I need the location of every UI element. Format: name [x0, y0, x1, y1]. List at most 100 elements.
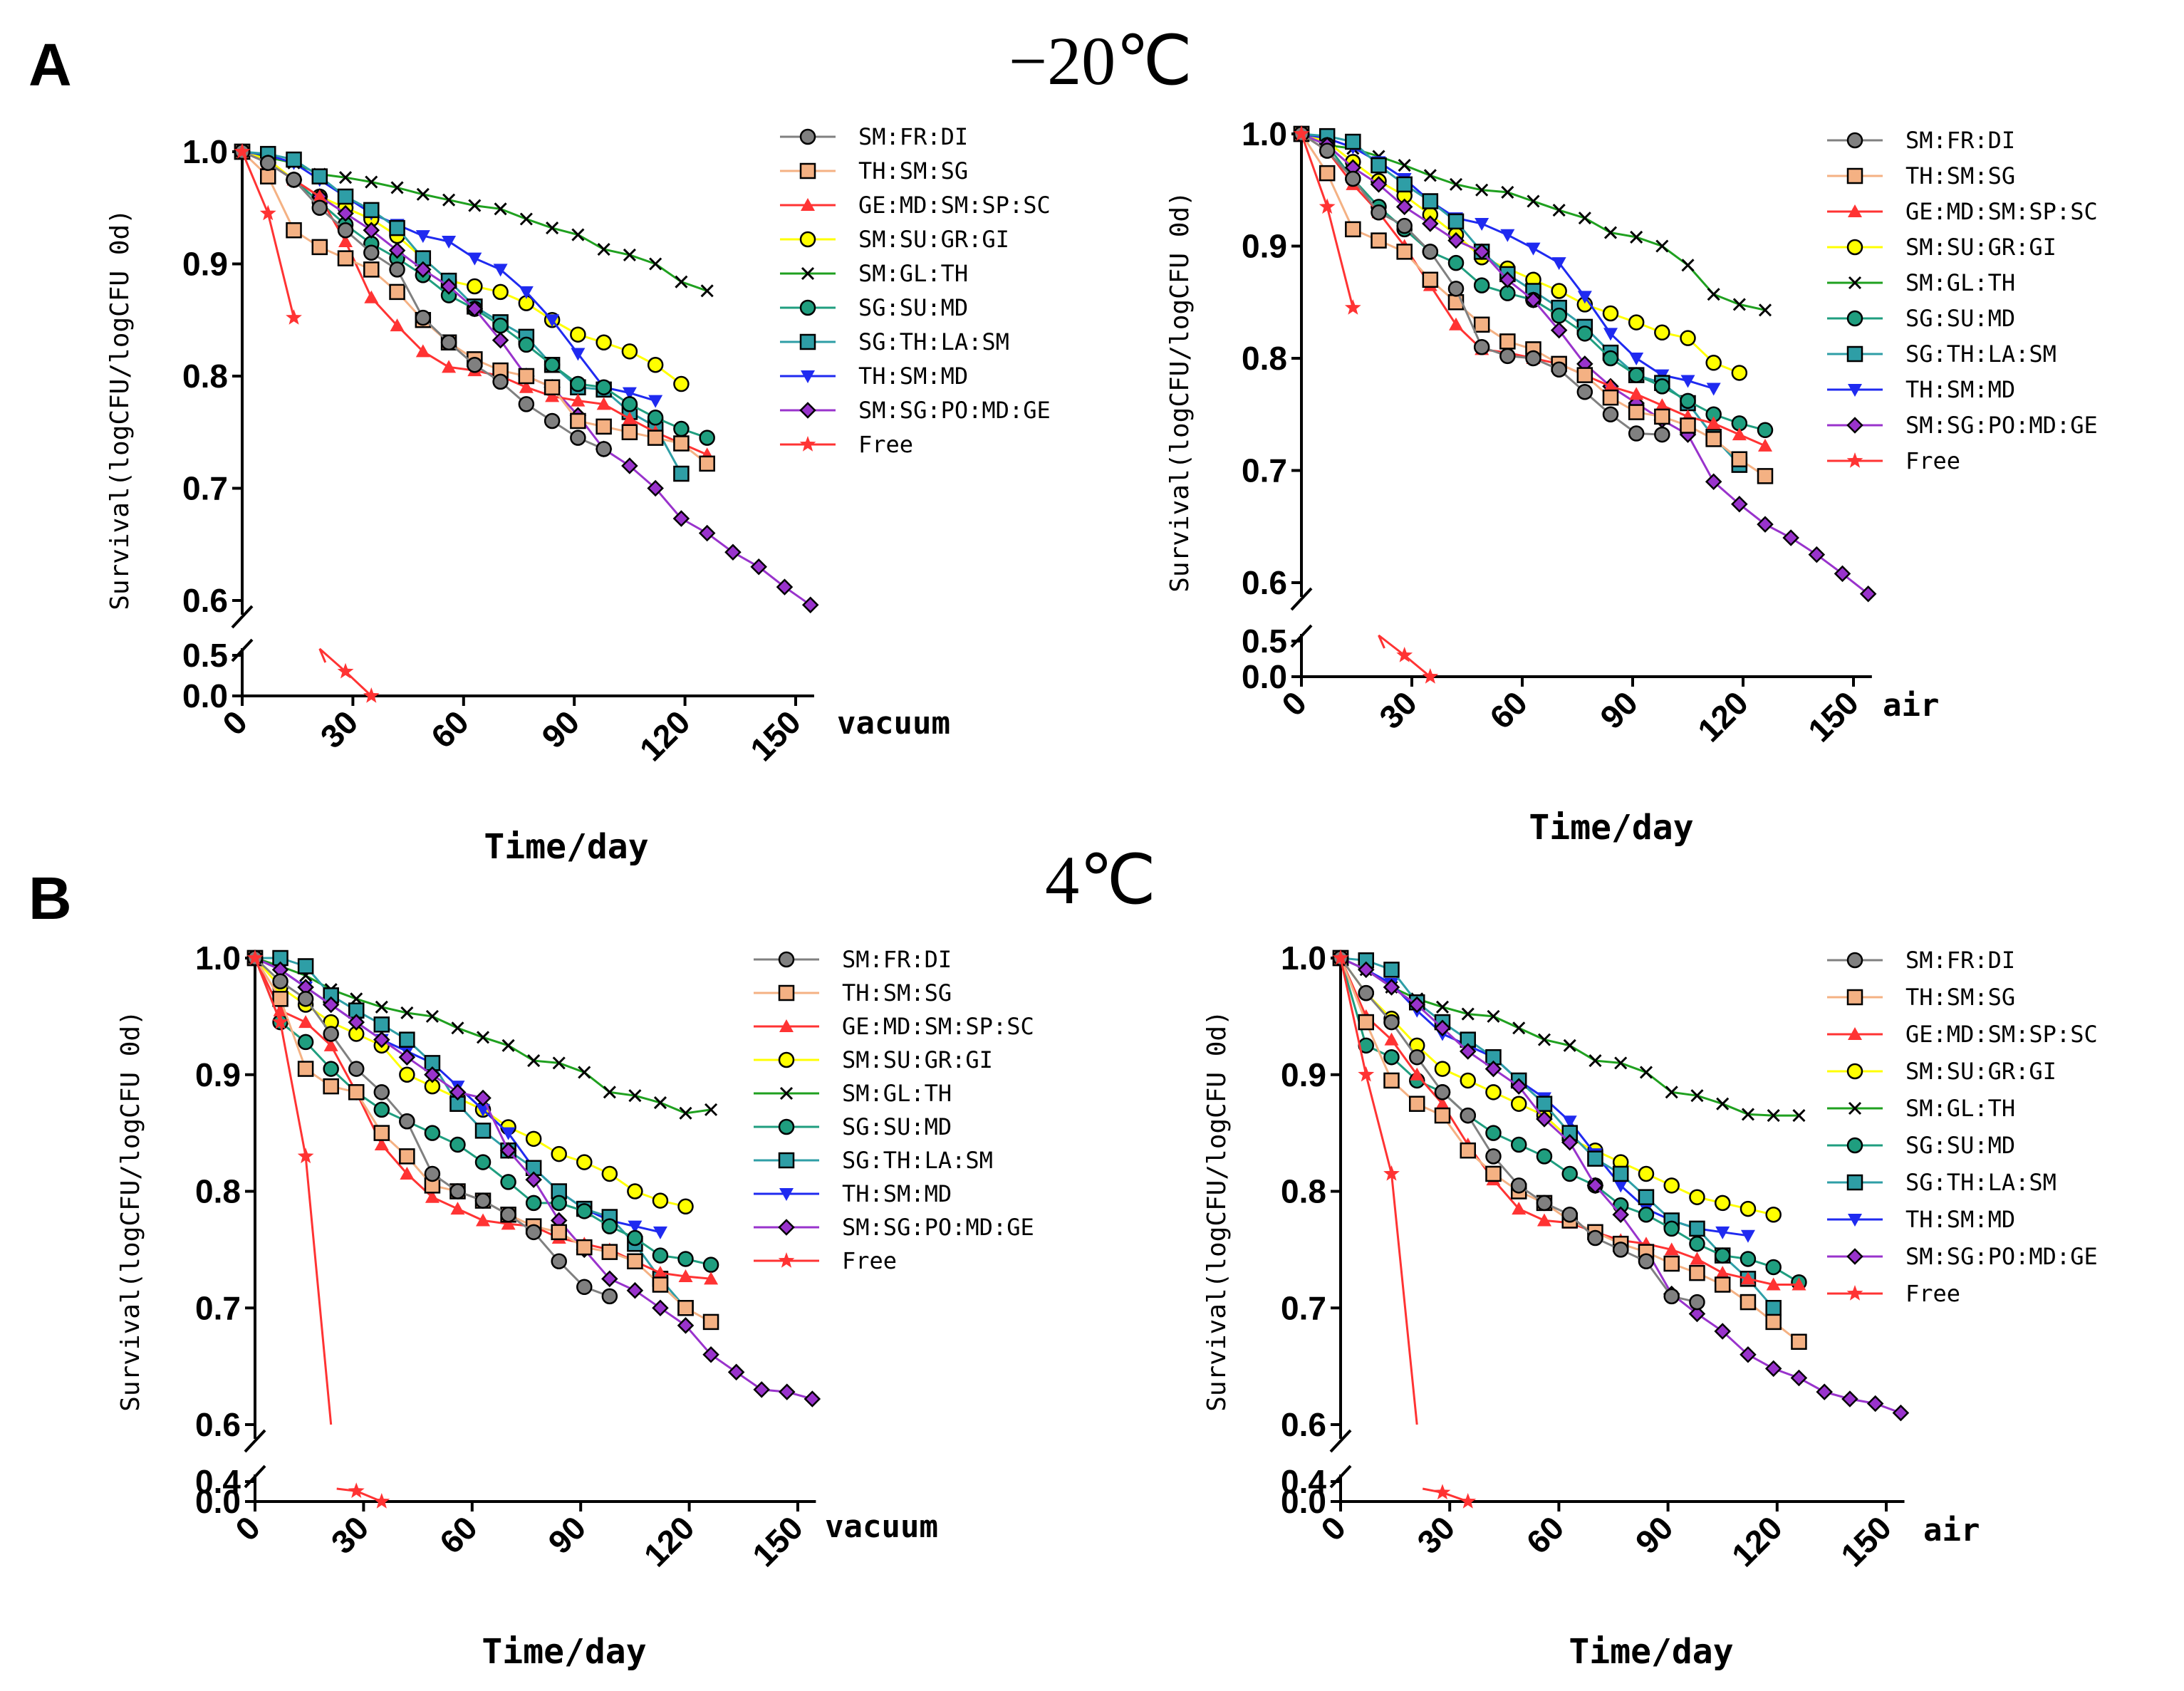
legend-label: TH:SM:MD [1905, 1206, 2015, 1233]
data-point [801, 596, 819, 614]
x-axis-title: Time/day [484, 827, 648, 867]
data-point [1536, 1213, 1551, 1227]
title-minus20c: −20℃ [1009, 23, 1192, 99]
legend-marker [1846, 1063, 1863, 1080]
legend-item: TH:SM:MD [1827, 1206, 2015, 1233]
chart-panel-b-vacuum: 0.60.70.80.91.00.00.40 30 60 90 120 150Time/d… [116, 940, 1034, 1672]
y-axis-title: Survival(logCFU/logCFU 0d) [105, 209, 135, 610]
data-point [1731, 365, 1748, 381]
panel-a-letter: A [28, 31, 72, 98]
data-point [601, 1244, 618, 1260]
data-point [297, 958, 314, 974]
series-sm-fr-di [234, 143, 612, 457]
data-point [348, 1482, 365, 1498]
legend-item: SM:FR:DI [754, 946, 952, 973]
data-point [601, 1165, 618, 1182]
y-tick-label: 0.5 [182, 637, 228, 674]
legend-item: GE:MD:SM:SP:SC [1827, 1021, 2098, 1048]
legend-item: TH:SM:SG [1827, 984, 2015, 1011]
data-point [1345, 133, 1361, 150]
data-point [1638, 1165, 1655, 1182]
legend-item: Free [754, 1247, 897, 1274]
data-point [501, 1217, 516, 1230]
data-point [1410, 1067, 1425, 1081]
series-line-lower [318, 647, 373, 697]
data-point [1408, 1049, 1425, 1066]
data-point [621, 343, 638, 360]
data-point [286, 172, 302, 188]
data-point [373, 1016, 390, 1033]
data-point [647, 410, 664, 426]
legend-marker [778, 1152, 795, 1169]
data-point [519, 286, 534, 299]
data-point [1536, 1148, 1553, 1165]
data-point [1536, 1110, 1553, 1128]
series-free [1293, 125, 1439, 684]
legend-label: SM:GL:TH [858, 260, 968, 287]
data-point [576, 1154, 593, 1170]
series-line [241, 150, 682, 385]
data-point [623, 248, 636, 261]
data-point [778, 1383, 796, 1400]
legend: SM:FR:DI TH:SM:SG GE:MD:SM:SP:SC SM:SU:GR:G… [1827, 947, 2098, 1307]
legend-label: SM:SG:PO:MD:GE [1905, 412, 2098, 439]
x-tick-label: 30 [324, 1509, 376, 1561]
legend-marker [1848, 276, 1862, 290]
legend-marker [1848, 384, 1862, 397]
legend-label: SM:FR:DI [1905, 127, 2015, 154]
data-point [424, 1066, 441, 1083]
legend-item: TH:SM:MD [754, 1180, 952, 1207]
x-tick-label: 150 [1834, 1509, 1898, 1573]
data-point [1459, 1043, 1477, 1060]
data-point [1690, 1089, 1704, 1103]
data-point [1345, 170, 1361, 187]
data-point [1792, 1108, 1806, 1123]
data-point [1510, 1096, 1527, 1112]
data-point [571, 348, 586, 361]
data-point [337, 662, 354, 679]
data-point [348, 1061, 365, 1077]
data-point [1475, 183, 1489, 197]
data-point [474, 1192, 492, 1209]
series-line [254, 957, 712, 1280]
data-point [652, 1276, 669, 1293]
data-point [337, 204, 354, 222]
data-point [1816, 1383, 1833, 1400]
axis-break-mark [1329, 1429, 1352, 1453]
x-tick-label: 150 [1801, 684, 1866, 749]
data-point [622, 387, 637, 400]
data-point [297, 1034, 314, 1051]
x-tick-label: 60 [1482, 684, 1534, 736]
legend-label: SG:TH:LA:SM [1905, 340, 2056, 368]
data-point [1706, 383, 1721, 396]
data-point [1487, 1009, 1500, 1023]
data-point [1638, 1207, 1655, 1223]
data-point [1841, 1390, 1858, 1408]
data-point [1680, 392, 1696, 410]
data-point [627, 1253, 643, 1269]
chart-panel-b-air: 0.60.70.80.91.00.00.40 30 60 90 120 150Time/d… [1202, 940, 2098, 1672]
data-point [1602, 389, 1619, 406]
data-point [1344, 299, 1361, 315]
title-4c: 4℃ [1045, 842, 1156, 918]
data-point [363, 261, 380, 278]
data-point [1765, 1259, 1782, 1276]
series-free [246, 949, 390, 1509]
data-point [652, 1247, 669, 1264]
legend-label: GE:MD:SM:SP:SC [1905, 198, 2098, 225]
data-point [297, 991, 314, 1007]
legend-item: SG:SU:MD [754, 1113, 952, 1140]
data-point [1434, 1061, 1451, 1077]
data-point [492, 373, 509, 390]
data-point [424, 1125, 441, 1141]
data-point [1370, 176, 1388, 193]
x-tick-label: 30 [1372, 684, 1424, 736]
legend-marker [778, 951, 795, 968]
chart-panel-a-vacuum: 0.60.70.80.91.00.00.50 30 60 90 120 150Time/d… [105, 123, 1051, 867]
data-point [388, 241, 406, 259]
data-point [363, 202, 380, 219]
legend-item: SM:GL:TH [1827, 1095, 2015, 1122]
data-point [1732, 427, 1747, 441]
data-point [653, 1096, 667, 1110]
legend-marker [1846, 1137, 1863, 1154]
